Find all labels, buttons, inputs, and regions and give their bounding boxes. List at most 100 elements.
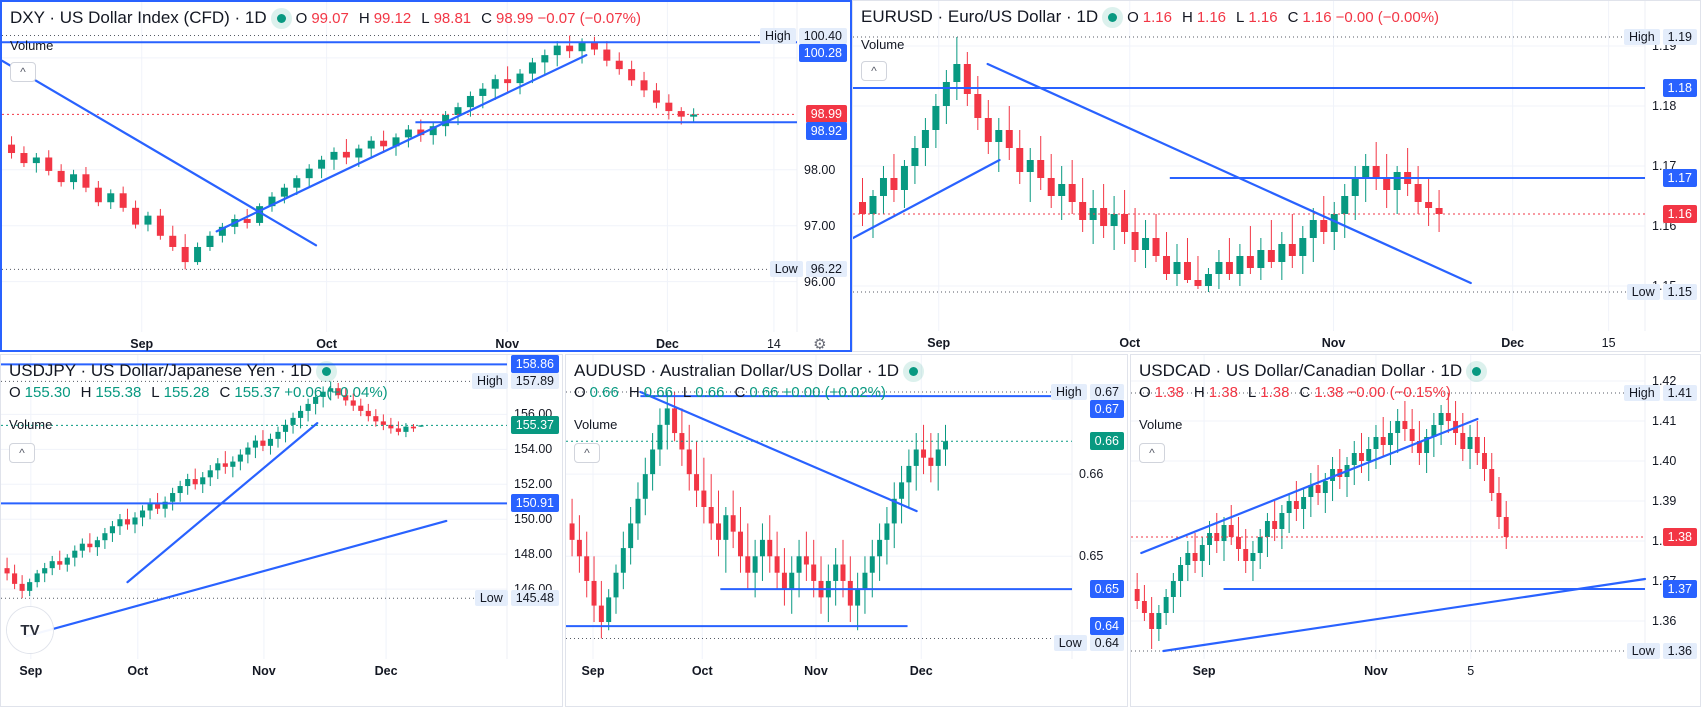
close-value: 155.37 bbox=[234, 384, 281, 401]
time-axis-label: Dec bbox=[1501, 336, 1525, 350]
chart-header: USDCAD · US Dollar/Canadian Dollar · 1D … bbox=[1139, 361, 1482, 401]
expand-volume-pane-button[interactable]: ^ bbox=[861, 61, 887, 81]
low-label: L bbox=[421, 9, 430, 27]
price-chart-canvas[interactable] bbox=[1131, 355, 1701, 708]
ohlc-readout: O 1.16 H 1.16 L 1.16 C 1.16 −0.00 (−0.00%) bbox=[1127, 9, 1439, 26]
chart-header: AUDUSD · Australian Dollar/US Dollar · 1… bbox=[574, 361, 918, 401]
high-value: 1.16 bbox=[1196, 8, 1227, 26]
change-value: −0.07 (−0.07%) bbox=[537, 9, 641, 27]
time-axis[interactable]: Sep Oct Nov Dec bbox=[566, 659, 1127, 708]
market-status-dot bbox=[1472, 366, 1482, 376]
chart-panel-audusd[interactable]: 0.66 0.65 High 0.67 0.67 0.66 0.65 0.64 Low 0.64 … bbox=[565, 354, 1128, 707]
tradingview-logo[interactable]: TV bbox=[7, 607, 53, 653]
market-status-dot bbox=[1108, 12, 1118, 22]
time-axis-label: Nov bbox=[252, 664, 276, 678]
open-value: 99.07 bbox=[311, 9, 349, 27]
time-axis-label: Nov bbox=[495, 337, 520, 351]
open-value: 1.16 bbox=[1142, 8, 1172, 26]
change-value: −0.00 (−0.15%) bbox=[1347, 384, 1451, 401]
price-chart-canvas[interactable] bbox=[566, 355, 1129, 708]
time-axis-label: Oct bbox=[316, 337, 338, 351]
open-label: O bbox=[574, 384, 586, 401]
time-axis-label: Sep bbox=[19, 664, 43, 678]
market-status-dot bbox=[322, 366, 332, 376]
high-value: 1.38 bbox=[1208, 384, 1238, 401]
high-value: 99.12 bbox=[373, 9, 412, 27]
ohlc-readout: O 99.07 H 99.12 L 98.81 C 98.99 −0.07 (−0.07… bbox=[296, 10, 641, 27]
volume-pane-label: Volume bbox=[9, 417, 53, 432]
low-label: L bbox=[1247, 384, 1257, 401]
chart-header: DXY · US Dollar Index (CFD) · 1D O 99.07 … bbox=[10, 8, 641, 28]
time-axis-label: Sep bbox=[130, 337, 154, 351]
symbol-title[interactable]: USDJPY · US Dollar/Japanese Yen · 1D bbox=[9, 361, 313, 380]
close-value: 1.16 bbox=[1302, 8, 1332, 26]
close-value: 1.38 bbox=[1314, 384, 1344, 401]
time-axis-label: Sep bbox=[1192, 664, 1216, 678]
low-label: L bbox=[1236, 8, 1245, 26]
symbol-title[interactable]: AUDUSD · Australian Dollar/US Dollar · 1… bbox=[574, 361, 899, 380]
open-value: 1.38 bbox=[1154, 384, 1184, 401]
ohlc-readout: O 1.38 H 1.38 L 1.38 C 1.38 −0.00 (−0.15%) bbox=[1139, 384, 1481, 401]
time-axis-label: Sep bbox=[927, 336, 951, 350]
close-value: 0.66 bbox=[749, 384, 779, 401]
low-value: 0.66 bbox=[695, 384, 725, 401]
price-chart-canvas[interactable] bbox=[853, 1, 1701, 353]
time-axis[interactable]: Sep Oct Nov Dec 15 bbox=[853, 331, 1700, 353]
time-axis-label: Sep bbox=[581, 664, 605, 678]
time-axis[interactable]: Sep Oct Nov Dec 14 ⚙ bbox=[2, 332, 850, 354]
change-value: −0.00 (−0.00%) bbox=[1335, 8, 1440, 26]
ohlc-readout: O 0.66 H 0.66 L 0.66 C 0.66 +0.00 (+0.02%) bbox=[574, 384, 918, 401]
close-label: C bbox=[734, 384, 746, 401]
close-label: C bbox=[1287, 8, 1299, 26]
market-status-dot bbox=[276, 13, 286, 23]
symbol-title[interactable]: EURUSD · Euro/US Dollar · 1D bbox=[861, 7, 1099, 26]
price-chart-canvas[interactable] bbox=[2, 2, 854, 354]
time-axis-label: Nov bbox=[804, 664, 828, 678]
symbol-title[interactable]: DXY · US Dollar Index (CFD) · 1D bbox=[10, 8, 267, 27]
volume-pane-label: Volume bbox=[861, 37, 905, 52]
time-axis[interactable]: Sep Nov 5 bbox=[1131, 659, 1700, 708]
low-value: 155.28 bbox=[163, 384, 210, 401]
expand-volume-pane-button[interactable]: ^ bbox=[9, 443, 35, 463]
high-label: H bbox=[1193, 384, 1205, 401]
time-axis[interactable]: Sep Oct Nov Dec bbox=[1, 659, 562, 708]
close-label: C bbox=[481, 9, 492, 27]
chart-panel-dxy[interactable]: 100.00 98.00 97.00 96.00 High 100.40 100.28 98.… bbox=[0, 0, 854, 354]
price-chart-canvas[interactable] bbox=[1, 355, 564, 708]
low-label: L bbox=[682, 384, 692, 401]
open-label: O bbox=[1139, 384, 1151, 401]
expand-volume-pane-button[interactable]: ^ bbox=[10, 62, 36, 82]
time-axis-settings-gear-icon[interactable]: ⚙ bbox=[813, 336, 827, 353]
volume-pane-label: Volume bbox=[10, 38, 54, 53]
time-axis-label: Nov bbox=[1321, 336, 1346, 350]
time-axis-label: 14 bbox=[766, 337, 781, 351]
open-value: 0.66 bbox=[589, 384, 619, 401]
high-label: H bbox=[628, 384, 640, 401]
high-value: 155.38 bbox=[95, 384, 142, 401]
open-label: O bbox=[295, 9, 308, 27]
expand-volume-pane-button[interactable]: ^ bbox=[574, 443, 600, 463]
open-label: O bbox=[9, 384, 21, 401]
chart-panel-eurusd[interactable]: 1.19 1.18 1.17 1.16 1.15 High 1.19 1.18 1.17 1.16… bbox=[852, 0, 1701, 352]
market-status-dot bbox=[908, 366, 918, 376]
volume-pane-label: Volume bbox=[574, 417, 618, 432]
high-label: H bbox=[80, 384, 92, 401]
low-value: 98.81 bbox=[433, 9, 472, 27]
symbol-title[interactable]: USDCAD · US Dollar/Canadian Dollar · 1D bbox=[1139, 361, 1463, 380]
high-label: H bbox=[358, 9, 370, 27]
low-value: 1.38 bbox=[1260, 384, 1290, 401]
time-axis-label: 15 bbox=[1601, 336, 1616, 350]
expand-volume-pane-button[interactable]: ^ bbox=[1139, 443, 1165, 463]
volume-pane-label: Volume bbox=[1139, 417, 1183, 432]
open-value: 155.30 bbox=[24, 384, 71, 401]
time-axis-label: Oct bbox=[691, 664, 713, 678]
time-axis-label: Dec bbox=[655, 337, 679, 351]
chart-panel-usdcad[interactable]: 1.42 1.41 1.40 1.39 1.38 1.37 1.36 High 1.41 1.38… bbox=[1130, 354, 1701, 707]
change-value: +0.00 (+0.02%) bbox=[782, 384, 886, 401]
chart-header: USDJPY · US Dollar/Japanese Yen · 1D O 15… bbox=[9, 361, 388, 401]
close-label: C bbox=[1299, 384, 1311, 401]
time-axis-label: Dec bbox=[909, 664, 933, 678]
time-axis-label: Nov bbox=[1364, 664, 1388, 678]
chart-panel-usdjpy[interactable]: 156.00 154.00 152.00 150.00 148.00 146.00 158.… bbox=[0, 354, 563, 707]
ohlc-readout: O 155.30 H 155.38 L 155.28 C 155.37 +0.06 (+… bbox=[9, 384, 388, 401]
